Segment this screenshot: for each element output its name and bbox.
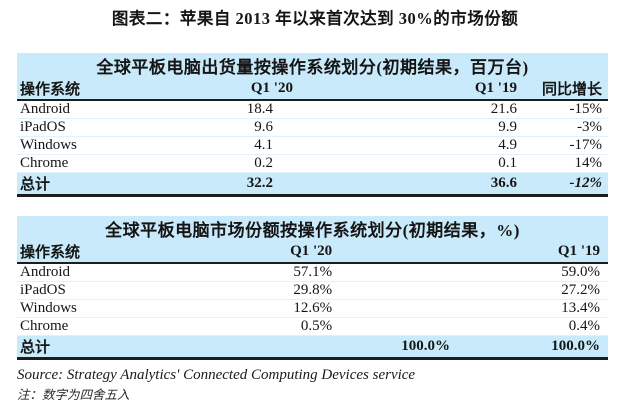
table-row: Windows 12.6% 13.4%: [17, 299, 608, 318]
os-name-cell: Android: [17, 263, 165, 282]
q1-19-value-cell: 21.6: [292, 100, 517, 119]
os-name-cell: Android: [17, 100, 165, 119]
q1-19-share-cell: 13.4%: [451, 299, 608, 318]
source-text: Source: Strategy Analytics' Connected Co…: [17, 367, 416, 383]
q1-19-value-cell: 0.1: [292, 154, 517, 173]
q1-20-value-cell: 18.4: [164, 100, 293, 119]
column-header-yoy: 同比增长: [516, 78, 608, 101]
shipments-table-title: 全球平板电脑出货量按操作系统划分(初期结果，百万台): [17, 53, 608, 78]
q1-19-share-cell: 0.4%: [451, 317, 608, 336]
q1-20-value-cell: 4.1: [164, 136, 293, 155]
table-row: iPadOS 29.8% 27.2%: [17, 281, 608, 300]
os-name-cell: iPadOS: [17, 281, 165, 300]
market-share-column-header-row: 操作系统 Q1 '20 Q1 '19: [17, 241, 608, 264]
spacer-header: [333, 241, 452, 264]
table-row: Android 18.4 21.6 -15%: [17, 100, 608, 119]
spacer-cell: [333, 263, 452, 282]
table-row: Chrome 0.2 0.1 14%: [17, 154, 608, 173]
q1-19-share-cell: 59.0%: [451, 263, 608, 282]
q1-20-share-cell: 29.8%: [164, 281, 334, 300]
q1-20-value-cell: 0.2: [164, 154, 293, 173]
shipments-column-header-row: 操作系统 Q1 '20 Q1 '19 同比增长: [17, 78, 608, 101]
os-name-cell: iPadOS: [17, 118, 165, 137]
table-row: iPadOS 9.6 9.9 -3%: [17, 118, 608, 137]
total-q1-20-cell: 100.0%: [164, 335, 452, 360]
total-row: 总计 32.2 36.6 -12%: [17, 172, 608, 197]
column-header-q1-19: Q1 '19: [451, 241, 608, 264]
os-name-cell: Windows: [17, 136, 165, 155]
total-q1-20-cell: 32.2: [164, 172, 293, 197]
total-yoy-cell: -12%: [516, 172, 608, 197]
total-q1-19-cell: 36.6: [292, 172, 517, 197]
os-name-cell: Chrome: [17, 154, 165, 173]
table-row: Chrome 0.5% 0.4%: [17, 317, 608, 336]
os-name-cell: Chrome: [17, 317, 165, 336]
shipments-table: 全球平板电脑出货量按操作系统划分(初期结果，百万台) 操作系统 Q1 '20 Q…: [17, 53, 608, 197]
q1-20-share-cell: 12.6%: [164, 299, 334, 318]
total-row: 总计 100.0% 100.0%: [17, 335, 608, 360]
table-row: Android 57.1% 59.0%: [17, 263, 608, 282]
yoy-value-cell: -17%: [516, 136, 608, 155]
q1-19-value-cell: 9.9: [292, 118, 517, 137]
shipments-table-title-row: 全球平板电脑出货量按操作系统划分(初期结果，百万台): [17, 53, 608, 78]
q1-19-value-cell: 4.9: [292, 136, 517, 155]
column-header-q1-19: Q1 '19: [292, 78, 517, 101]
market-share-table-title: 全球平板电脑市场份额按操作系统划分(初期结果，%): [17, 216, 608, 241]
spacer-cell: [333, 299, 452, 318]
q1-20-value-cell: 9.6: [164, 118, 293, 137]
footnote-text: 注：数字为四舍五入: [17, 388, 130, 402]
q1-20-share-cell: 0.5%: [164, 317, 334, 336]
column-header-q1-20: Q1 '20: [164, 78, 293, 101]
table-row: Windows 4.1 4.9 -17%: [17, 136, 608, 155]
yoy-value-cell: -3%: [516, 118, 608, 137]
total-label-cell: 总计: [17, 172, 165, 197]
figure-caption: 图表二：苹果自 2013 年以来首次达到 30%的市场份额: [111, 9, 519, 28]
yoy-value-cell: 14%: [516, 154, 608, 173]
q1-19-share-cell: 27.2%: [451, 281, 608, 300]
column-header-q1-20: Q1 '20: [164, 241, 334, 264]
yoy-value-cell: -15%: [516, 100, 608, 119]
q1-20-share-cell: 57.1%: [164, 263, 334, 282]
spacer-cell: [333, 317, 452, 336]
os-name-cell: Windows: [17, 299, 165, 318]
spacer-cell: [333, 281, 452, 300]
market-share-table-title-row: 全球平板电脑市场份额按操作系统划分(初期结果，%): [17, 216, 608, 241]
market-share-table: 全球平板电脑市场份额按操作系统划分(初期结果，%) 操作系统 Q1 '20 Q1…: [17, 216, 608, 360]
total-label-cell: 总计: [17, 335, 165, 360]
column-header-os: 操作系统: [17, 78, 165, 101]
column-header-os: 操作系统: [17, 241, 165, 264]
total-q1-19-cell: 100.0%: [451, 335, 608, 360]
